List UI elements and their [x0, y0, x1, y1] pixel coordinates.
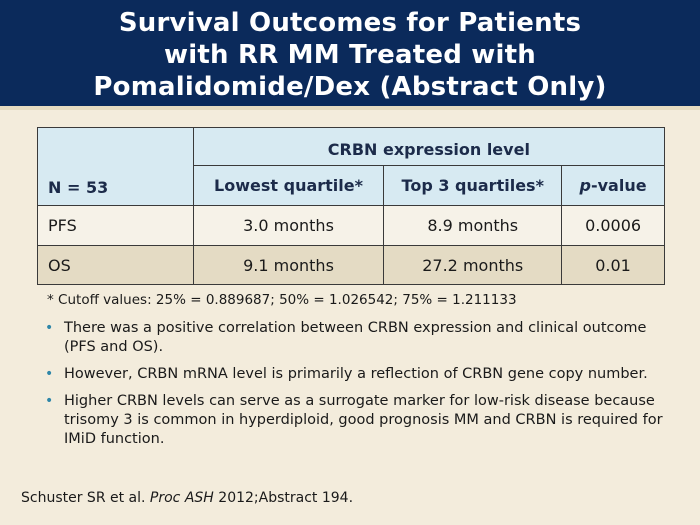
- table-row: PFS 3.0 months 8.9 months 0.0006: [37, 205, 665, 246]
- pfs-top-3-quartiles-value: 8.9 months: [383, 205, 563, 246]
- slide-title-line-2: with RR MM Treated with: [164, 40, 536, 70]
- slide-title-banner: Survival Outcomes for Patients with RR M…: [0, 0, 700, 110]
- survival-table-container: N = 53 CRBN expression level Lowest quar…: [37, 127, 666, 285]
- citation-details: 2012;Abstract 194.: [218, 490, 354, 506]
- list-item: • Higher CRBN levels can serve as a surr…: [44, 392, 664, 449]
- pfs-lowest-quartile-value: 3.0 months: [192, 205, 385, 246]
- bullet-text: There was a positive correlation between…: [64, 320, 647, 355]
- bullet-icon: •: [45, 320, 54, 336]
- list-item: • There was a positive correlation betwe…: [44, 319, 664, 357]
- os-lowest-quartile-value: 9.1 months: [192, 245, 385, 285]
- slide-title-line-3: Pomalidomide/Dex (Abstract Only): [93, 72, 607, 102]
- table-row: OS 9.1 months 27.2 months 0.01: [37, 245, 665, 285]
- bullet-text: Higher CRBN levels can serve as a surrog…: [64, 393, 663, 447]
- crbn-expression-group-header: CRBN expression level: [192, 127, 666, 166]
- findings-bullet-list: • There was a positive correlation betwe…: [44, 319, 664, 457]
- p-value-header-suffix: -value: [590, 176, 647, 195]
- p-value-header-italic: p: [579, 176, 591, 195]
- sample-size-header: N = 53: [37, 127, 194, 206]
- os-top-3-quartiles-value: 27.2 months: [383, 245, 563, 285]
- source-citation: Schuster SR et al. Proc ASH 2012;Abstrac…: [21, 490, 353, 506]
- pfs-p-value: 0.0006: [561, 205, 665, 246]
- table-header-row-2: Lowest quartile* Top 3 quartiles* p-valu…: [38, 165, 665, 206]
- title-divider: [0, 106, 700, 110]
- bullet-icon: •: [45, 393, 54, 409]
- bullet-icon: •: [45, 366, 54, 382]
- list-item: • However, CRBN mRNA level is primarily …: [44, 365, 664, 384]
- lowest-quartile-header: Lowest quartile*: [192, 165, 385, 206]
- survival-outcomes-table: N = 53 CRBN expression level Lowest quar…: [37, 127, 666, 285]
- cutoff-footnote: * Cutoff values: 25% = 0.889687; 50% = 1…: [47, 292, 517, 308]
- citation-journal: Proc ASH: [149, 490, 214, 506]
- p-value-header: p-value: [561, 165, 665, 206]
- row-label-pfs: PFS: [37, 205, 194, 246]
- top-3-quartiles-header: Top 3 quartiles*: [383, 165, 563, 206]
- slide-title-line-1: Survival Outcomes for Patients: [118, 8, 582, 38]
- os-p-value: 0.01: [561, 245, 665, 285]
- table-header-row-1: N = 53 CRBN expression level: [37, 127, 666, 206]
- row-label-os: OS: [37, 245, 194, 285]
- citation-authors: Schuster SR et al.: [21, 490, 146, 506]
- bullet-text: However, CRBN mRNA level is primarily a …: [64, 366, 648, 382]
